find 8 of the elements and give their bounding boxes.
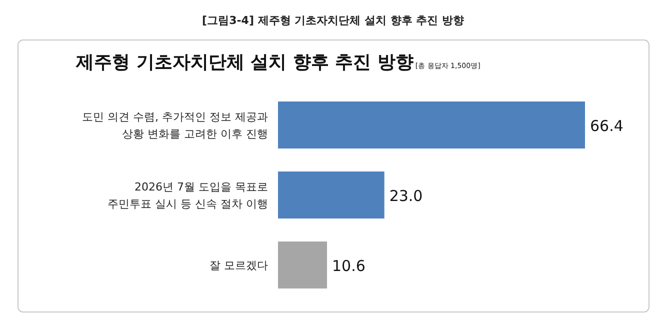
chart-title: 제주형 기초자치단체 설치 향후 추진 방향 — [75, 52, 414, 73]
y-tick-label: 2026년 7월 도입을 목표로 주민투표 실시 등 신속 절차 이행 — [108, 180, 268, 210]
text: [그림3-4] 제주형 기초자치단체 설치 향후 추진 방향 — [202, 14, 464, 27]
data-label: 23.0 — [389, 187, 423, 205]
data-label: 10.6 — [332, 257, 366, 275]
y-tick-label: 잘 모르겠다 — [210, 259, 268, 272]
y-tick-label: 도민 의견 수렴, 추가적인 정보 제공과 상황 변화를 고려한 이후 진행 — [82, 110, 268, 140]
data-label: 66.4 — [590, 117, 624, 135]
